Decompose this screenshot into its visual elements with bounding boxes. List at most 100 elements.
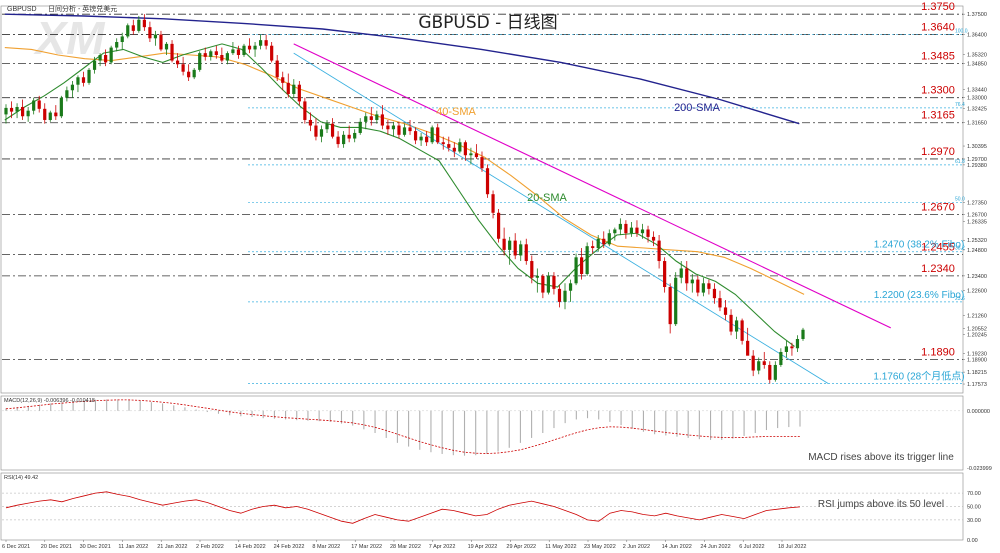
rsi-line [5,491,801,524]
candle-body [784,346,788,352]
candle-body [552,275,556,289]
candle-body [92,60,97,70]
candle-body [43,108,47,120]
candle-body [524,244,528,262]
candle-body [618,223,622,230]
candle-body [513,240,517,256]
rsi-tick-label: 50.00 [967,505,981,511]
date-tick-label: 20 Dec 2021 [41,544,72,550]
price-tick-label: 1.33440 [967,88,987,94]
date-tick-label: 29 Apr 2022 [506,544,536,550]
candle-body [148,27,152,39]
candle-body [768,364,772,380]
price-tick-label: 1.30395 [967,144,987,150]
candle-body [109,47,113,63]
candle-body [198,53,202,70]
candle-body [474,153,479,158]
candle-body [563,290,567,302]
date-tick-label: 24 Jun 2022 [700,544,730,550]
macd-tick-label: -0.023999 [967,466,992,472]
price-tick-label: 1.35320 [967,53,987,59]
candle-body [773,364,777,380]
candle-body [613,229,617,234]
candle-body [425,136,429,143]
candle-body [591,246,595,249]
price-tick-label: 1.26335 [967,219,987,225]
candle-body [801,329,805,339]
candle-body [314,125,318,137]
price-tick-label: 1.23400 [967,274,987,280]
candle-body [303,101,307,120]
downtrend-line [293,43,892,329]
candle-body [729,314,733,332]
candle-body [734,320,739,332]
candle-body [115,42,119,48]
candle-body [508,240,512,250]
macd-pane-frame [0,395,964,471]
date-tick-label: 23 May 2022 [584,544,616,550]
candle-body [375,114,379,120]
candle-body [696,279,700,293]
date-tick-label: 11 Jan 2022 [118,544,148,550]
candle-body [181,64,185,72]
candle-body [469,153,473,156]
date-tick-label: 30 Dec 2021 [80,544,111,550]
macd-title: MACD(12,26,9) -0.006396 -0.010418 [4,398,95,404]
candle-body [286,82,290,94]
symbol-label: GBPUSD [7,6,37,13]
candle-body [26,110,30,117]
date-tick-label: 19 Apr 2022 [468,544,498,550]
candle-body [751,355,755,371]
candle-body [70,84,75,91]
candle-body [225,53,229,61]
candle-body [651,236,656,241]
candle-body [292,84,296,94]
date-tick-label: 28 Mar 2022 [390,544,421,550]
candle-body [463,142,467,156]
candle-body [76,77,80,85]
price-tick-label: 1.31650 [967,121,987,127]
level-label: 1.2970 [921,146,955,158]
price-tick-label: 1.19230 [967,351,987,357]
date-tick-label: 17 Mar 2022 [351,544,382,550]
sma200-line [4,13,800,125]
candle-body [402,127,407,135]
price-pane-frame [0,5,964,394]
price-tick-label: 1.37500 [967,12,987,18]
fibo-ratio-label: 23.6 [955,296,965,302]
candle-body [54,112,58,117]
candle-body [364,116,368,122]
candle-body [640,229,645,234]
candle-body [192,69,196,78]
level-label: 1.1890 [921,346,955,358]
candle-body [790,346,794,349]
date-tick-label: 2 Feb 2022 [196,544,224,550]
candle-body [712,288,717,299]
price-tick-label: 1.21260 [967,314,987,320]
candle-body [707,283,711,289]
candle-body [663,261,667,288]
candle-body [59,97,63,117]
candle-body [602,238,606,245]
candle-body [264,40,268,46]
candle-body [369,116,373,120]
candle-body [325,123,329,130]
fibo-ratio-label: 50.0 [955,197,965,203]
candle-body [170,43,174,61]
candle-body [580,257,584,275]
date-tick-label: 6 Dec 2021 [2,544,30,550]
macd-annotation: MACD rises above its trigger line [808,452,954,463]
candle-body [596,238,600,249]
candle-body [624,223,628,234]
candle-body [458,142,462,152]
sma20-line [4,43,795,347]
candle-body [657,240,661,262]
candle-body [397,125,401,135]
fibo-label: 1.2470 (38.2% Fibo) [874,240,965,251]
candle-body [4,107,8,115]
candle-body [231,49,235,54]
price-tick-label: 1.25320 [967,238,987,244]
candle-body [37,100,41,109]
